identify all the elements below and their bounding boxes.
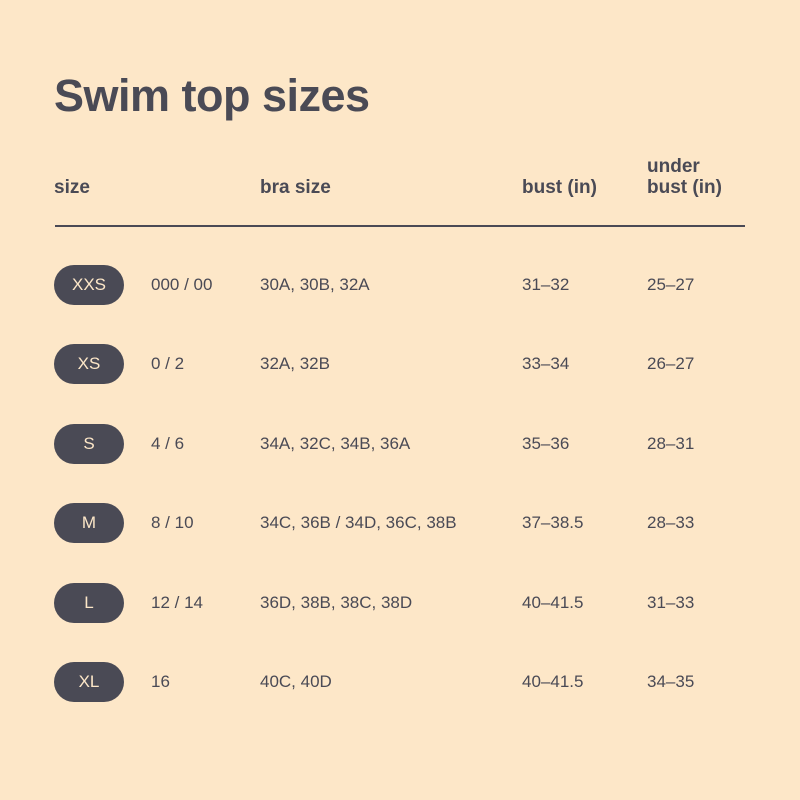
under-bust: 31–33 (647, 593, 695, 612)
table-row: XXS 000 / 00 30A, 30B, 32A 31–32 25–27 (0, 265, 800, 305)
numeric-size: 000 / 00 (151, 275, 213, 294)
bust: 35–36 (522, 434, 570, 453)
header-under-bust-line1: under (647, 156, 700, 177)
under-bust: 25–27 (647, 275, 695, 294)
header-size: size (54, 177, 90, 198)
header-divider (55, 225, 745, 227)
table-row: XS 0 / 2 32A, 32B 33–34 26–27 (0, 344, 800, 384)
bust: 37–38.5 (522, 513, 584, 532)
size-badge: M (54, 503, 124, 543)
numeric-size: 16 (151, 672, 170, 691)
numeric-size: 12 / 14 (151, 593, 203, 612)
bra-size: 34A, 32C, 34B, 36A (260, 434, 411, 453)
size-badge: L (54, 583, 124, 623)
table-row: M 8 / 10 34C, 36B / 34D, 36C, 38B 37–38.5 28… (0, 503, 800, 543)
under-bust: 34–35 (647, 672, 695, 691)
bust: 40–41.5 (522, 672, 584, 691)
bra-size: 36D, 38B, 38C, 38D (260, 593, 413, 612)
bra-size: 32A, 32B (260, 354, 330, 373)
header-bra-size: bra size (260, 177, 331, 198)
bra-size: 30A, 30B, 32A (260, 275, 370, 294)
numeric-size: 8 / 10 (151, 513, 194, 532)
under-bust: 28–33 (647, 513, 695, 532)
size-badge: S (54, 424, 124, 464)
bust: 40–41.5 (522, 593, 584, 612)
bra-size: 40C, 40D (260, 672, 332, 691)
table-row: S 4 / 6 34A, 32C, 34B, 36A 35–36 28–31 (0, 424, 800, 464)
header-under-bust-line2: bust (in) (647, 177, 722, 198)
under-bust: 28–31 (647, 434, 695, 453)
numeric-size: 4 / 6 (151, 434, 185, 453)
bra-size: 34C, 36B / 34D, 36C, 38B (260, 513, 457, 532)
header-bust: bust (in) (522, 177, 597, 198)
header-under-bust: under bust (in) (647, 156, 722, 198)
page-title: Swim top sizes (54, 70, 370, 121)
size-badge: XS (54, 344, 124, 384)
size-badge: XXS (54, 265, 124, 305)
under-bust: 26–27 (647, 354, 695, 373)
table-row: L 12 / 14 36D, 38B, 38C, 38D 40–41.5 31–33 (0, 583, 800, 623)
numeric-size: 0 / 2 (151, 354, 185, 373)
bust: 33–34 (522, 354, 570, 373)
bust: 31–32 (522, 275, 570, 294)
size-badge: XL (54, 662, 124, 702)
table-row: XL 16 40C, 40D 40–41.5 34–35 (0, 662, 800, 702)
